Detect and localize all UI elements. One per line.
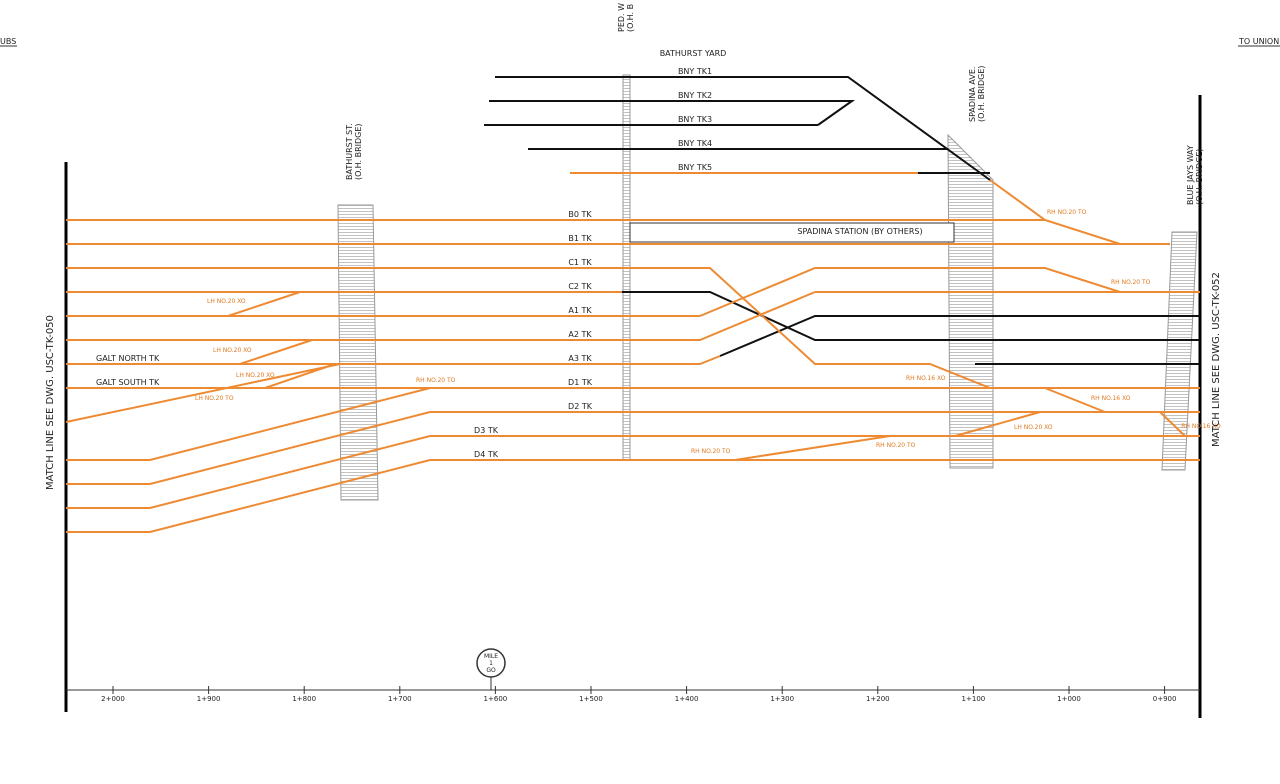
- turnout: LH NO.20 XO: [213, 347, 252, 354]
- bridge-name: BLUE JAYS WAY: [1186, 145, 1195, 205]
- chainage-label: 0+900: [1153, 695, 1177, 703]
- chainage-label: 1+300: [770, 695, 794, 703]
- track-label: A2 TK: [568, 330, 592, 339]
- turnout: LH NO.20 XO: [236, 372, 275, 379]
- chainage-label: 1+200: [866, 695, 890, 703]
- mile-marker: GO: [486, 667, 496, 674]
- bridge-name: BATHURST ST.: [345, 123, 354, 180]
- match-line: MATCH LINE SEE DWG. USC-TK-052: [1211, 272, 1222, 447]
- bridge-name: SPADINA AVE.: [968, 67, 977, 122]
- track-label: C2 TK: [568, 282, 592, 291]
- yard-track-label: BNY TK1: [678, 67, 712, 76]
- chainage-label: 1+900: [197, 695, 221, 703]
- mile-marker: 1: [489, 660, 493, 667]
- track-label: B0 TK: [568, 210, 592, 219]
- chainage-label: 1+800: [292, 695, 316, 703]
- turnout: RH NO.16 XO: [906, 375, 946, 382]
- track-label: A3 TK: [568, 354, 592, 363]
- chainage-label: 2+000: [101, 695, 125, 703]
- yard-track-label: BNY TK4: [678, 139, 712, 148]
- track-label: B1 TK: [568, 234, 592, 243]
- track-label: D3 TK: [474, 426, 499, 435]
- station: SPADINA STATION (BY OTHERS): [797, 227, 922, 236]
- track-label: GALT NORTH TK: [96, 354, 160, 363]
- turnout: RH NO.20 TO: [691, 448, 731, 455]
- mile-marker: MILE: [484, 653, 498, 660]
- bridge-note: (O.H. BRIDGE): [977, 65, 986, 122]
- yard-track-label: BNY TK3: [678, 115, 712, 124]
- bridge-note: (O.H. BRIDGE): [1195, 148, 1204, 205]
- track-label: C1 TK: [568, 258, 592, 267]
- layout: [0, 45, 1280, 718]
- turnout: LH NO.20 TO: [195, 395, 234, 402]
- chainage-label: 1+100: [962, 695, 986, 703]
- yard-track-label: BNY TK5: [678, 163, 712, 172]
- bridge-name: PED. W: [617, 3, 626, 32]
- header-right: TO UNION: [1238, 37, 1279, 46]
- turnout: RH NO.16 XO: [1181, 423, 1221, 430]
- turnout: LH NO.20 XO: [1014, 424, 1053, 431]
- chainage-label: 1+000: [1057, 695, 1081, 703]
- match-line: MATCH LINE SEE DWG. USC-TK-050: [45, 315, 56, 490]
- track-label: A1 TK: [568, 306, 592, 315]
- labels: BNY TK1 BNY TK2 BNY TK3 BNY TK4 BNY TK5 BATHU…: [45, 65, 1222, 703]
- chainage-label: 1+500: [579, 695, 603, 703]
- bridge-note: (O.H. B: [626, 4, 635, 32]
- chainage-label: 1+400: [675, 695, 699, 703]
- turnout: LH NO.20 XO: [207, 298, 246, 305]
- track-label: D4 TK: [474, 450, 499, 459]
- turnout: RH NO.20 TO: [1047, 209, 1087, 216]
- track-label: D1 TK: [568, 378, 593, 387]
- chainage-label: 1+700: [388, 695, 412, 703]
- track-label: D2 TK: [568, 402, 593, 411]
- turnout: RH NO.16 XO: [1091, 395, 1131, 402]
- turnout: RH NO.20 TO: [876, 442, 916, 449]
- bridge-note: (O.H. BRIDGE): [354, 123, 363, 180]
- header-left: UBS: [0, 37, 16, 46]
- track-label: GALT SOUTH TK: [96, 378, 160, 387]
- turnout: RH NO.20 TO: [1111, 279, 1151, 286]
- turnout: RH NO.20 TO: [416, 377, 456, 384]
- yard-track-label: BNY TK2: [678, 91, 712, 100]
- yard-title: BATHURST YARD: [660, 49, 727, 58]
- chainage-label: 1+600: [484, 695, 508, 703]
